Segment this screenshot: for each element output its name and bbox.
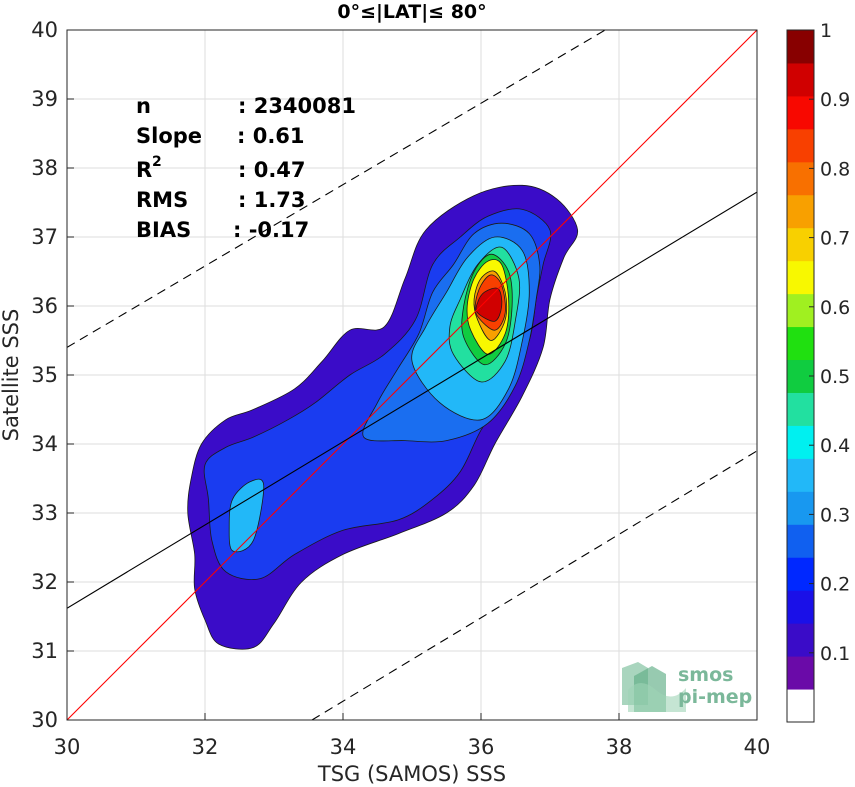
- y-tick-label: 37: [31, 225, 58, 249]
- x-axis-label: TSG (SAMOS) SSS: [317, 762, 506, 786]
- x-tick-label: 30: [54, 735, 81, 759]
- colorbar-segment: [787, 194, 814, 229]
- stat-value: : 1.73: [238, 188, 306, 212]
- y-axis-ticks: 30 31 32 33 34 35 36 37 38 39 40: [31, 18, 74, 732]
- stat-value: : 0.47: [238, 158, 306, 182]
- stat-label: R: [136, 158, 152, 182]
- colorbar-tick-label: 0.6: [820, 297, 850, 319]
- lower-bound-line: [311, 450, 757, 720]
- colorbar-segment: [787, 425, 814, 459]
- y-tick-label: 31: [31, 639, 58, 663]
- colorbar-segment: [787, 623, 814, 657]
- colorbar-tick-label: 0.8: [820, 158, 850, 180]
- colorbar-segment: [787, 326, 814, 361]
- y-axis-label: Satellite SSS: [0, 309, 23, 442]
- y-tick-label: 39: [31, 87, 58, 111]
- colorbar-segment: [787, 95, 814, 130]
- stat-value: : 2340081: [238, 94, 356, 118]
- colorbar-segment: [787, 227, 814, 262]
- colorbar-segment: [787, 557, 814, 591]
- stat-label: Slope: [136, 124, 202, 148]
- stat-superscript: 2: [152, 154, 162, 170]
- colorbar-tick-label: 0.7: [820, 228, 850, 250]
- colorbar-segment: [787, 491, 814, 525]
- colorbar: 0.1 0.2 0.3 0.4 0.5 0.6 0.7 0.8 0.9 1: [786, 20, 850, 723]
- y-tick-label: 33: [31, 501, 58, 525]
- x-tick-label: 40: [744, 735, 771, 759]
- colorbar-segment: [787, 590, 814, 624]
- contour-level-0-3-3: [228, 478, 265, 553]
- colorbar-tick-label: 0.4: [820, 435, 850, 457]
- identity-line: [67, 30, 757, 720]
- x-tick-label: 38: [606, 735, 633, 759]
- logo-text-smos: smos: [678, 664, 733, 686]
- colorbar-segment: [787, 392, 814, 426]
- chart-title: 0°≤|LAT|≤ 80°: [337, 1, 486, 23]
- colorbar-segment: [787, 689, 814, 723]
- y-tick-label: 38: [31, 156, 58, 180]
- stat-label: RMS: [136, 188, 188, 212]
- colorbar-tick-label: 0.9: [820, 89, 850, 111]
- stats-box: n : 2340081 Slope : 0.61 R 2 : 0.47 RMS : 1.73 BI…: [136, 94, 356, 242]
- colorbar-tick-label: 0.5: [820, 366, 850, 388]
- colorbar-segment: [787, 524, 814, 558]
- x-tick-label: 34: [330, 735, 357, 759]
- logo-text-pi-mep: pi-mep: [678, 686, 752, 708]
- x-axis-ticks: 30 32 34 36 38 40: [54, 713, 771, 759]
- smos-pi-mep-logo: smos pi-mep: [622, 662, 752, 712]
- stat-value: : -0.17: [233, 218, 309, 242]
- y-tick-label: 30: [31, 708, 58, 732]
- x-tick-label: 36: [468, 735, 495, 759]
- colorbar-tick-label: 0.3: [820, 504, 850, 526]
- colorbar-segment: [787, 656, 814, 690]
- y-tick-label: 35: [31, 363, 58, 387]
- regression-line: [67, 191, 757, 609]
- colorbar-segment: [787, 260, 814, 295]
- colorbar-tick-label: 0.1: [820, 643, 850, 665]
- colorbar-segment: [787, 458, 814, 492]
- colorbar-segment: [787, 161, 814, 196]
- colorbar-tick-label: 0.2: [820, 574, 850, 596]
- colorbar-tick-label: 1: [820, 20, 832, 42]
- stat-label: BIAS: [136, 218, 191, 242]
- x-tick-label: 32: [192, 735, 219, 759]
- stat-label: n: [136, 94, 151, 118]
- colorbar-segment: [787, 128, 814, 163]
- stat-value: : 0.61: [237, 124, 305, 148]
- y-tick-label: 32: [31, 570, 58, 594]
- colorbar-segment: [787, 30, 814, 64]
- colorbar-segment: [787, 293, 814, 328]
- colorbar-segment: [787, 62, 814, 97]
- y-tick-label: 40: [31, 18, 58, 42]
- reference-lines: [67, 30, 757, 720]
- density-contours: [187, 184, 579, 650]
- logo-wave-icon-3: [628, 683, 686, 712]
- y-tick-label: 36: [31, 294, 58, 318]
- y-tick-label: 34: [31, 432, 58, 456]
